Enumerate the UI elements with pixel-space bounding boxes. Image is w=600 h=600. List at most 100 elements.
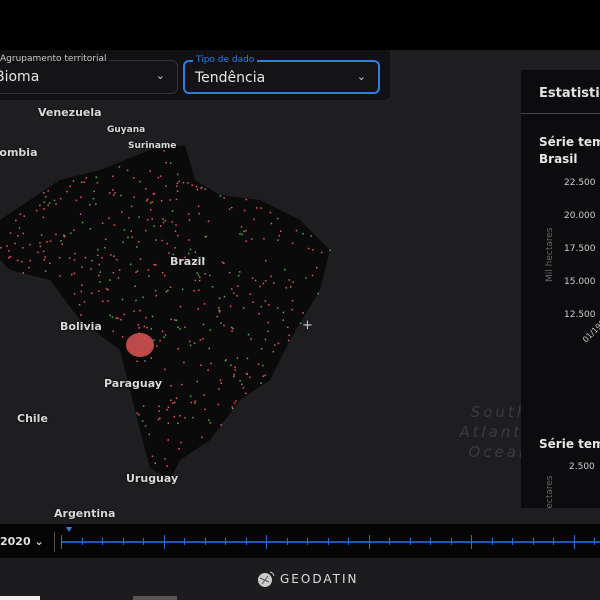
map-pixel — [262, 282, 265, 285]
map-pixel — [109, 279, 111, 281]
map-pixel — [209, 329, 212, 331]
map-pixel — [223, 295, 226, 298]
map-pixel — [270, 275, 272, 278]
map-pixel — [85, 177, 87, 179]
timeline-tick[interactable] — [163, 535, 165, 549]
map-pixel — [75, 199, 78, 202]
map-pixel — [169, 199, 172, 201]
map-pixel — [204, 273, 206, 275]
timeline-handle[interactable] — [66, 527, 72, 532]
map-pixel — [315, 266, 318, 269]
map-pixel — [312, 249, 314, 251]
data-type-value: Tendência — [195, 70, 266, 86]
timeline-tick[interactable] — [491, 538, 493, 545]
timeline-tick[interactable] — [286, 538, 288, 545]
map-pixel — [118, 269, 121, 271]
map-pixel — [177, 348, 179, 350]
map-pixel — [231, 406, 234, 408]
timeline-tick[interactable] — [143, 538, 144, 545]
map-pixel — [259, 285, 261, 288]
map-pixel — [228, 271, 231, 274]
timeline-tick[interactable] — [184, 538, 185, 545]
timeline-tick[interactable] — [81, 538, 83, 545]
timeline-tick[interactable] — [61, 535, 62, 549]
map-pixel — [161, 239, 163, 242]
map-pixel — [258, 312, 260, 315]
timeline-tick[interactable] — [430, 538, 431, 545]
year-select[interactable]: 2020 ⌄ — [0, 535, 44, 548]
map-pixel — [172, 253, 175, 256]
map-pixel — [98, 290, 100, 292]
data-type-select[interactable]: Tipo de dado Tendência ⌄ — [183, 55, 380, 94]
timeline-tick[interactable] — [122, 538, 124, 545]
map-pixel — [260, 348, 263, 350]
timeline-tick[interactable] — [450, 538, 452, 545]
timeline-tick[interactable] — [389, 538, 390, 545]
timeline-tick[interactable] — [368, 535, 370, 549]
map-pixel — [98, 263, 100, 266]
map-pixel — [181, 383, 183, 386]
map-pixel — [175, 397, 178, 400]
map-pixel — [311, 274, 314, 277]
map-pixel — [157, 176, 160, 179]
map-pixel — [250, 238, 253, 240]
map-pixel — [239, 379, 241, 382]
map-pixel — [21, 260, 23, 263]
timeline-tick[interactable] — [594, 538, 595, 545]
map-pixel — [198, 289, 200, 291]
map-pixel — [112, 175, 114, 178]
map-pixel — [180, 441, 182, 444]
map-pixel — [145, 316, 147, 319]
map-pixel — [73, 229, 75, 231]
map-pixel — [195, 185, 198, 188]
map-pixel — [329, 249, 331, 252]
territorial-select[interactable]: Agrupamento territorial Bioma ⌄ — [0, 54, 178, 94]
map-pixel — [117, 277, 120, 279]
territorial-value: Bioma — [0, 69, 40, 85]
map-pixel — [170, 399, 172, 402]
map-pixel — [262, 375, 265, 377]
timeline-tick[interactable] — [266, 535, 267, 549]
map-pixel — [200, 187, 203, 190]
map-pixel — [115, 317, 117, 319]
timeline-tick[interactable] — [307, 538, 308, 545]
map-pixel — [175, 224, 177, 226]
map-pixel — [290, 286, 292, 288]
timeline-tick[interactable] — [409, 538, 411, 545]
timeline-tick[interactable] — [102, 538, 103, 545]
map-pixel — [269, 211, 272, 214]
timeline-tick[interactable] — [327, 538, 329, 545]
timeline-tick[interactable] — [245, 538, 247, 545]
map-pixel — [107, 289, 109, 291]
timeline-tick[interactable] — [553, 538, 554, 545]
map-pixel — [110, 254, 112, 256]
timeline-tick[interactable] — [225, 538, 226, 545]
map-pixel — [72, 180, 75, 182]
map-pixel — [202, 323, 205, 326]
map-pixel — [193, 342, 196, 344]
map-pixel — [198, 279, 201, 282]
map-pixel — [158, 405, 160, 408]
timeline-tick[interactable] — [532, 538, 534, 545]
map-pixel — [120, 194, 122, 197]
map-pixel — [39, 245, 42, 248]
timeline-tick[interactable] — [512, 538, 513, 545]
map-pixel — [91, 259, 93, 262]
timeline-tick[interactable] — [204, 538, 206, 545]
map-pixel — [136, 246, 138, 248]
timeline-tick[interactable] — [573, 535, 575, 549]
y-tick: 12.500 — [564, 310, 596, 320]
map-pixel — [104, 238, 107, 241]
timeline-tick[interactable] — [348, 538, 349, 545]
map-pixel — [49, 262, 51, 264]
map-pixel — [230, 288, 233, 290]
map-pixel — [135, 271, 137, 274]
chart1-ylabel: Mil hectares — [545, 227, 555, 282]
map-pixel — [302, 312, 304, 314]
timeline-tick[interactable] — [471, 535, 472, 549]
map-pixel — [43, 259, 46, 261]
map-pixel — [66, 190, 68, 193]
map[interactable]: + Venezuela Guyana Suriname Colombia Bra… — [0, 50, 600, 524]
country-label: Bolivia — [60, 320, 102, 333]
timeline-slider[interactable] — [61, 541, 600, 543]
